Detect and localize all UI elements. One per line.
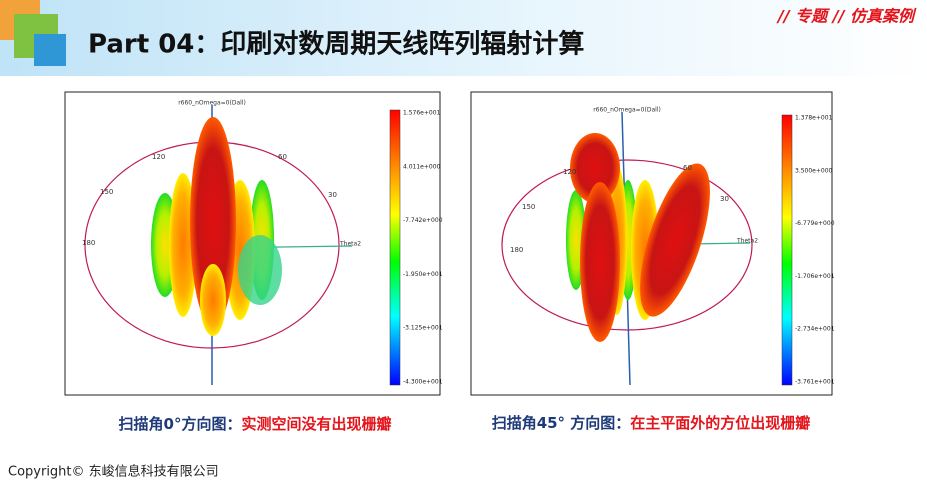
- colorbar-labels: 1.378e+001 3.500e+000 -6.779e+000 -1.706e+0…: [795, 115, 835, 386]
- colorbar-label: 4.011e+000: [403, 163, 441, 170]
- caption-prefix: 扫描角0°方向图：: [119, 415, 242, 433]
- panel-frame: [64, 91, 441, 396]
- angle-label: 60: [683, 164, 692, 172]
- back-lobe: [200, 264, 226, 336]
- angle-label: 180: [82, 239, 95, 247]
- angle-label: 120: [152, 153, 165, 161]
- colorbar-label: -3.125e+001: [403, 325, 443, 332]
- figure-panel: r660_nOmega=0(Dall) 120 60 150 30 180 Th…: [470, 91, 833, 432]
- colorbar-labels: 1.576e+001 4.011e+000 -7.742e+000 -1.950e+0…: [403, 110, 443, 386]
- section-tag: // 专题 // 仿真案例: [776, 7, 917, 26]
- colorbar: [781, 114, 793, 386]
- colorbar-label: -2.734e+001: [795, 326, 835, 333]
- main-lobe: [190, 117, 236, 327]
- angle-label: 30: [720, 195, 729, 203]
- angle-label: 150: [522, 203, 535, 211]
- copyright: Copyright© 东峻信息科技有限公司: [8, 464, 219, 480]
- angle-label: 60: [278, 153, 287, 161]
- caption-text: 实测空间没有出现栅瓣: [241, 415, 391, 433]
- plot-title: r660_nOmega=0(Dall): [593, 107, 661, 114]
- angle-label: 30: [328, 191, 337, 199]
- caption: 扫描角45° 方向图：在主平面外的方位出现栅瓣: [492, 414, 811, 432]
- plot-title: r660_nOmega=0(Dall): [178, 100, 246, 107]
- colorbar-label: -3.761e+001: [795, 379, 835, 386]
- angle-label: 150: [100, 188, 113, 196]
- colorbar-label: -1.950e+001: [403, 271, 443, 278]
- lobe: [238, 235, 282, 305]
- colorbar-label: 1.576e+001: [403, 110, 441, 117]
- colorbar-label: -4.300e+001: [403, 379, 443, 386]
- caption-prefix: 扫描角45° 方向图：: [492, 414, 631, 432]
- logo-square: [34, 34, 66, 66]
- polar-ring: [501, 159, 753, 331]
- lobe: [570, 133, 620, 203]
- caption: 扫描角0°方向图：实测空间没有出现栅瓣: [119, 415, 392, 433]
- colorbar-label: 1.378e+001: [795, 115, 833, 122]
- axis-label: Theta2: [339, 241, 361, 248]
- lobe: [169, 173, 197, 317]
- colorbar-label: -7.742e+000: [403, 217, 443, 224]
- lobe: [640, 163, 710, 317]
- main-lobe: [580, 182, 620, 342]
- figure-panel: r660_nOmega=0(Dall) 120 60 150 30 180 Th…: [64, 91, 441, 433]
- colorbar-label: -6.779e+000: [795, 220, 835, 227]
- angle-label: 180: [510, 246, 523, 254]
- colorbar-label: -1.706e+001: [795, 273, 835, 280]
- slide-title: Part 04：印刷对数周期天线阵列辐射计算: [88, 29, 584, 60]
- caption-text: 在主平面外的方位出现栅瓣: [630, 414, 810, 432]
- angle-label: 120: [563, 168, 576, 176]
- colorbar: [389, 109, 401, 386]
- header-band: [0, 0, 927, 76]
- axis-label: Theta2: [736, 238, 758, 245]
- colorbar-label: 3.500e+000: [795, 167, 833, 174]
